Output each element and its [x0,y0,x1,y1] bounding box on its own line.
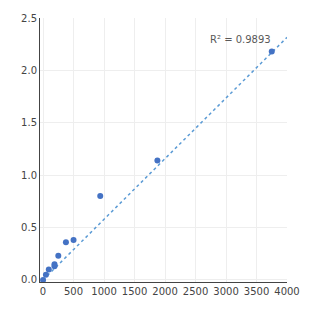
svg-text:0.5: 0.5 [21,222,37,233]
svg-text:3500: 3500 [244,286,269,297]
svg-text:1.5: 1.5 [21,117,37,128]
svg-text:1500: 1500 [122,286,147,297]
svg-text:2.5: 2.5 [21,13,37,24]
svg-text:3000: 3000 [213,286,238,297]
svg-text:1.0: 1.0 [21,170,37,181]
svg-text:1000: 1000 [91,286,116,297]
svg-text:0.0: 0.0 [21,274,37,285]
svg-text:2.0: 2.0 [21,65,37,76]
svg-text:2000: 2000 [152,286,177,297]
svg-text:R² = 0.9893: R² = 0.9893 [210,34,271,45]
svg-text:2500: 2500 [183,286,208,297]
svg-text:500: 500 [64,286,83,297]
svg-text:0: 0 [40,286,46,297]
svg-text:4000: 4000 [274,286,299,297]
